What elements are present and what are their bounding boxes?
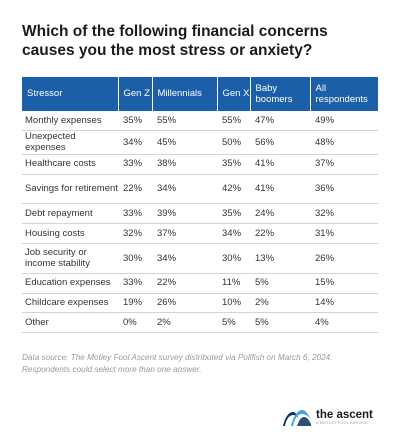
table-cell: 34% (217, 223, 250, 244)
data-source-footnote: Data source: The Motley Fool Ascent surv… (22, 353, 333, 374)
table-cell: 5% (250, 312, 310, 334)
table-cell: 34% (152, 174, 217, 205)
table-row: Unexpected expenses 34% 45% 50% 56% 48% (22, 130, 378, 155)
table-cell: 4% (310, 312, 378, 334)
table-cell: 55% (152, 111, 217, 131)
table-cell: 5% (250, 273, 310, 294)
table-cell: 50% (217, 130, 250, 155)
table-cell: 14% (310, 293, 378, 314)
row-label: Childcare expenses (22, 293, 118, 314)
table-cell: 5% (217, 312, 250, 334)
table-cell: 32% (310, 203, 378, 225)
table-cell: 10% (217, 293, 250, 314)
table-row: Other 0% 2% 5% 5% 4% (22, 312, 378, 334)
table-cell: 41% (250, 154, 310, 175)
table-cell: 35% (217, 203, 250, 225)
table-cell: 56% (250, 130, 310, 155)
column-header: Stressor (22, 77, 118, 111)
row-label: Debt repayment (22, 203, 118, 225)
row-label: Education expenses (22, 273, 118, 294)
ascent-waves-logo-icon (283, 410, 311, 426)
table-cell: 26% (152, 293, 217, 314)
table-cell: 55% (217, 111, 250, 131)
column-header: All respondents (309, 77, 378, 111)
table-row: Healthcare costs 33% 38% 35% 41% 37% (22, 154, 378, 175)
table-cell: 31% (310, 223, 378, 244)
table-cell: 38% (152, 154, 217, 175)
table-row: Education expenses 33% 22% 11% 5% 15% (22, 273, 378, 294)
table-row: Job security or income stability 30% 34%… (22, 243, 378, 274)
table-header-row: Stressor Gen Z Millennials Gen X Baby bo… (22, 77, 378, 111)
table-cell: 11% (217, 273, 250, 294)
table-cell: 35% (118, 111, 152, 131)
column-header: Baby boomers (249, 77, 310, 111)
table-cell: 26% (310, 243, 378, 274)
table-cell: 47% (250, 111, 310, 131)
row-label: Monthly expenses (22, 111, 118, 131)
table-cell: 30% (118, 243, 152, 274)
column-header: Gen Z (117, 77, 152, 111)
table-cell: 35% (217, 154, 250, 175)
table-row: Housing costs 32% 37% 34% 22% 31% (22, 223, 378, 244)
table-row: Childcare expenses 19% 26% 10% 2% 14% (22, 293, 378, 314)
table-cell: 34% (152, 243, 217, 274)
stress-table: Stressor Gen Z Millennials Gen X Baby bo… (22, 77, 378, 334)
table-cell: 48% (310, 130, 378, 155)
column-header: Millennials (151, 77, 217, 111)
table-cell: 22% (250, 223, 310, 244)
table-cell: 33% (118, 203, 152, 225)
table-row: Savings for retirement 22% 34% 42% 41% 3… (22, 174, 378, 205)
table-cell: 32% (118, 223, 152, 244)
table-cell: 2% (152, 312, 217, 334)
table-cell: 22% (152, 273, 217, 294)
table-cell: 15% (310, 273, 378, 294)
row-label: Housing costs (22, 223, 118, 244)
table-cell: 37% (310, 154, 378, 175)
table-cell: 24% (250, 203, 310, 225)
chart-title: Which of the following financial concern… (22, 23, 328, 59)
table-cell: 37% (152, 223, 217, 244)
table-cell: 2% (250, 293, 310, 314)
table-row: Debt repayment 33% 39% 35% 24% 32% (22, 203, 378, 225)
table-cell: 13% (250, 243, 310, 274)
row-label: Savings for retirement (22, 174, 118, 205)
row-label: Other (22, 312, 118, 334)
table-cell: 19% (118, 293, 152, 314)
table-cell: 45% (152, 130, 217, 155)
row-label: Job security or income stability (22, 243, 118, 274)
row-label: Healthcare costs (22, 154, 118, 175)
table-cell: 33% (118, 273, 152, 294)
table-cell: 41% (250, 174, 310, 205)
table-cell: 0% (118, 312, 152, 334)
table-cell: 34% (118, 130, 152, 155)
table-cell: 36% (310, 174, 378, 205)
table-cell: 49% (310, 111, 378, 131)
table-cell: 42% (217, 174, 250, 205)
table-cell: 39% (152, 203, 217, 225)
table-cell: 33% (118, 154, 152, 175)
row-label: Unexpected expenses (22, 130, 118, 155)
the-ascent-logo: the ascent A MOTLEY FOOL SERVICE (282, 405, 373, 429)
table-cell: 22% (118, 174, 152, 205)
table-cell: 30% (217, 243, 250, 274)
column-header: Gen X (216, 77, 250, 111)
logo-tagline: A MOTLEY FOOL SERVICE (316, 420, 369, 425)
logo-name: the ascent (316, 408, 373, 421)
table-row: Monthly expenses 35% 55% 55% 47% 49% (22, 111, 378, 131)
